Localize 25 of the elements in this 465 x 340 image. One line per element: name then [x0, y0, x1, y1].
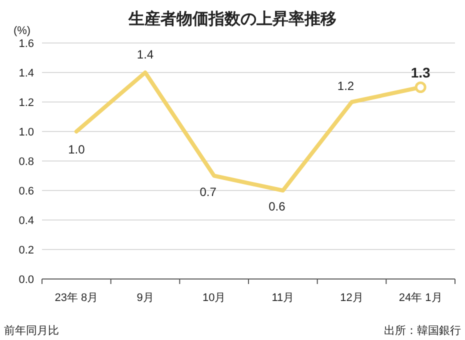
x-tick-label: 11月 — [272, 292, 294, 304]
y-tick-label: 0.4 — [18, 215, 34, 227]
y-tick-label: 1.4 — [18, 68, 34, 80]
y-tick-label: 1.2 — [18, 97, 34, 109]
y-tick-label: 0.6 — [18, 186, 34, 198]
x-tick-label: 10月 — [202, 292, 226, 304]
data-label: 1.0 — [68, 142, 86, 156]
y-axis-title: (%) — [13, 25, 31, 37]
y-tick-label: 0.0 — [18, 274, 34, 286]
data-label: 0.6 — [268, 200, 286, 214]
y-tick-label: 0.8 — [18, 156, 34, 168]
data-label: 1.4 — [136, 48, 154, 62]
text: 出所：韓国銀行 — [384, 324, 461, 337]
y-tick-label: 1.6 — [18, 38, 34, 50]
y-tick-label: 0.2 — [18, 244, 34, 256]
data-label: 0.7 — [200, 184, 217, 199]
chart-title: 生産者物価指数の上昇率推移 — [128, 9, 336, 28]
x-tick-label: 24年 1月 — [398, 292, 442, 304]
x-tick-label: 12月 — [340, 292, 364, 304]
x-tick-label: 23年 8月 — [54, 292, 98, 304]
x-tick-label: 9月 — [136, 292, 154, 304]
data-label: 1.2 — [337, 79, 354, 93]
text: 前年同月比 — [4, 324, 59, 337]
data-label: 1.3 — [410, 64, 431, 80]
y-tick-label: 1.0 — [18, 126, 34, 138]
